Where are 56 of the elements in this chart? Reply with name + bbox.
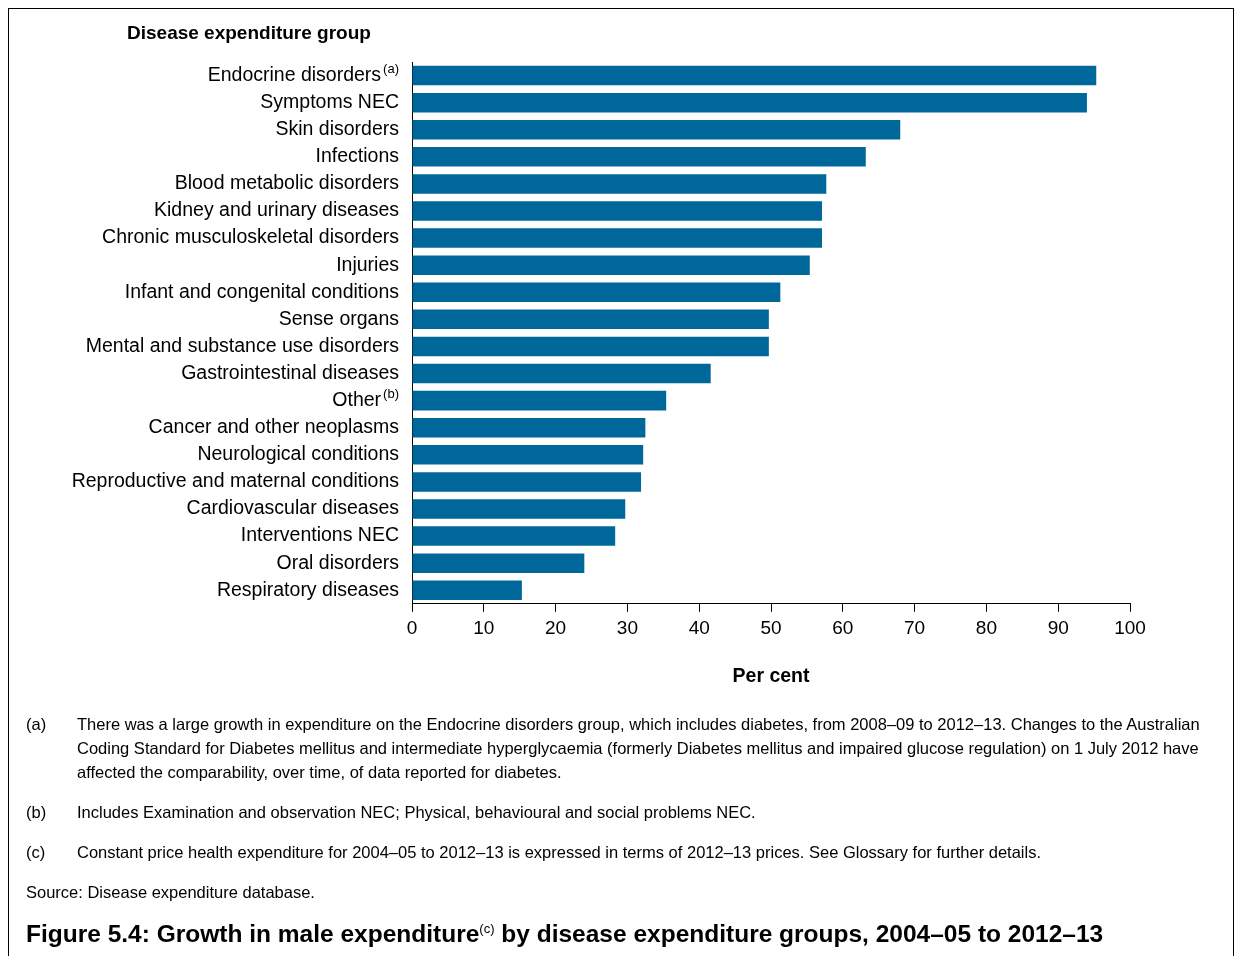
bar	[412, 336, 769, 357]
text: (a) There was a large growth in expenditure on the Endocrine disorders group, which includes diabetes, from 2008–09 to 2012–13. Changes to the Australian Coding Standard for Diabetes mellitus and intermediate hyperglycaemia (formerly Diabetes mellitus and impaired glucose regulation) on 1 July 2012 have affected the comparability, over time, of data reported for diabetes.	[26, 715, 1200, 781]
y-tick-label: Skin disorders	[275, 117, 400, 140]
x-tick-label: 0	[406, 617, 418, 639]
y-tick-label: Cancer and other neoplasms	[148, 415, 400, 438]
y-tick-label: Symptoms NEC	[260, 90, 400, 113]
bar	[412, 445, 644, 465]
bar	[412, 417, 646, 438]
bar	[412, 65, 1097, 86]
bar	[412, 92, 1087, 113]
x-tick-label: 70	[904, 617, 926, 639]
bar	[412, 119, 901, 140]
text: (c) Constant price health expenditure for 2004–05 to 2012–13 is expressed in terms of 2012–13 prices. See Glossary for further details.	[26, 843, 1041, 861]
y-tick-label: Injuries	[336, 252, 400, 275]
x-axis-title: Per cent	[732, 663, 810, 686]
bar	[412, 363, 711, 384]
bar	[412, 309, 769, 330]
bar	[412, 580, 522, 601]
x-tick-label: 20	[545, 617, 567, 639]
y-tick-label: Blood metabolic disorders	[174, 171, 400, 194]
y-tick-label: Gastrointestinal diseases	[181, 360, 400, 383]
y-tick-label: Oral disorders	[276, 550, 400, 573]
x-tick-label: 100	[1114, 617, 1146, 639]
text: (b) Includes Examination and observation NEC; Physical, behavioural and social problems NEC.	[26, 803, 756, 821]
bar	[412, 174, 827, 194]
bar	[412, 472, 642, 492]
bar	[412, 499, 626, 519]
y-tick-label: Mental and substance use disorders	[85, 333, 400, 356]
y-tick-label: Reproductive and maternal conditions	[71, 469, 400, 492]
bar	[412, 526, 616, 546]
bar	[412, 553, 585, 573]
y-tick-label: Respiratory diseases	[216, 577, 400, 600]
y-tick-label: Infant and congenital conditions	[124, 279, 400, 302]
bar	[412, 228, 822, 248]
y-tick-label: Infections	[315, 144, 400, 167]
text: Figure 5.4: Growth in male expenditure$^{(c)}$ by disease expenditure groups, 2004–05 to 2012–13	[26, 920, 1104, 948]
x-tick-label: 80	[975, 617, 997, 639]
x-tick-label: 30	[616, 617, 638, 639]
bar	[412, 255, 810, 275]
y-tick-label: Interventions NEC	[240, 523, 400, 546]
x-tick-label: 50	[760, 617, 782, 639]
x-tick-label: 90	[1047, 617, 1069, 639]
source-note: Source: Disease expenditure database.	[26, 882, 316, 903]
y-axis-title: Disease expenditure group	[127, 22, 371, 44]
y-tick-label: Cardiovascular diseases	[186, 496, 400, 519]
bar	[412, 282, 781, 303]
bar	[412, 390, 667, 411]
y-tick-label: Sense organs	[278, 306, 400, 329]
x-tick-label: 60	[832, 617, 854, 639]
y-tick-label: Neurological conditions	[197, 442, 400, 465]
x-tick-label: 10	[473, 617, 495, 639]
y-tick-label: Kidney and urinary diseases	[154, 198, 400, 221]
bar	[412, 147, 866, 167]
y-tick-label: Chronic musculoskeletal disorders	[102, 225, 400, 248]
x-tick-label: 40	[688, 617, 710, 639]
bar	[412, 201, 822, 221]
